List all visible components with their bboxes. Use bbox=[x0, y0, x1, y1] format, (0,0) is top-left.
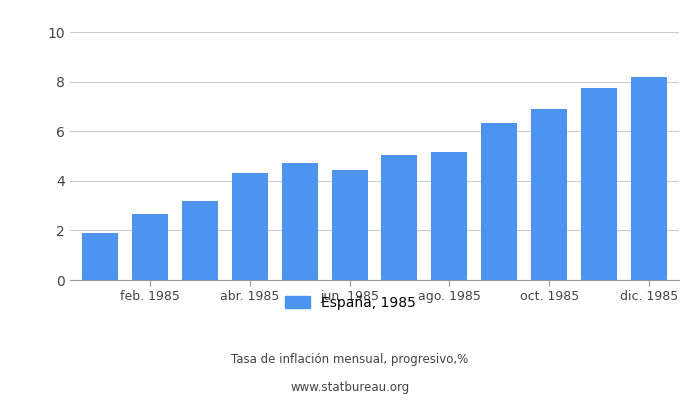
Bar bbox=[482, 122, 517, 280]
Bar bbox=[431, 152, 468, 280]
Bar bbox=[82, 233, 118, 280]
Bar bbox=[281, 164, 318, 280]
Bar bbox=[132, 214, 168, 280]
Bar bbox=[182, 201, 218, 280]
Bar bbox=[232, 173, 267, 280]
Legend: España, 1985: España, 1985 bbox=[279, 290, 421, 315]
Text: Tasa de inflación mensual, progresivo,%: Tasa de inflación mensual, progresivo,% bbox=[232, 354, 468, 366]
Bar bbox=[581, 88, 617, 280]
Bar bbox=[631, 77, 667, 280]
Bar bbox=[382, 155, 417, 280]
Text: www.statbureau.org: www.statbureau.org bbox=[290, 382, 410, 394]
Bar bbox=[531, 109, 567, 280]
Bar bbox=[332, 170, 368, 280]
